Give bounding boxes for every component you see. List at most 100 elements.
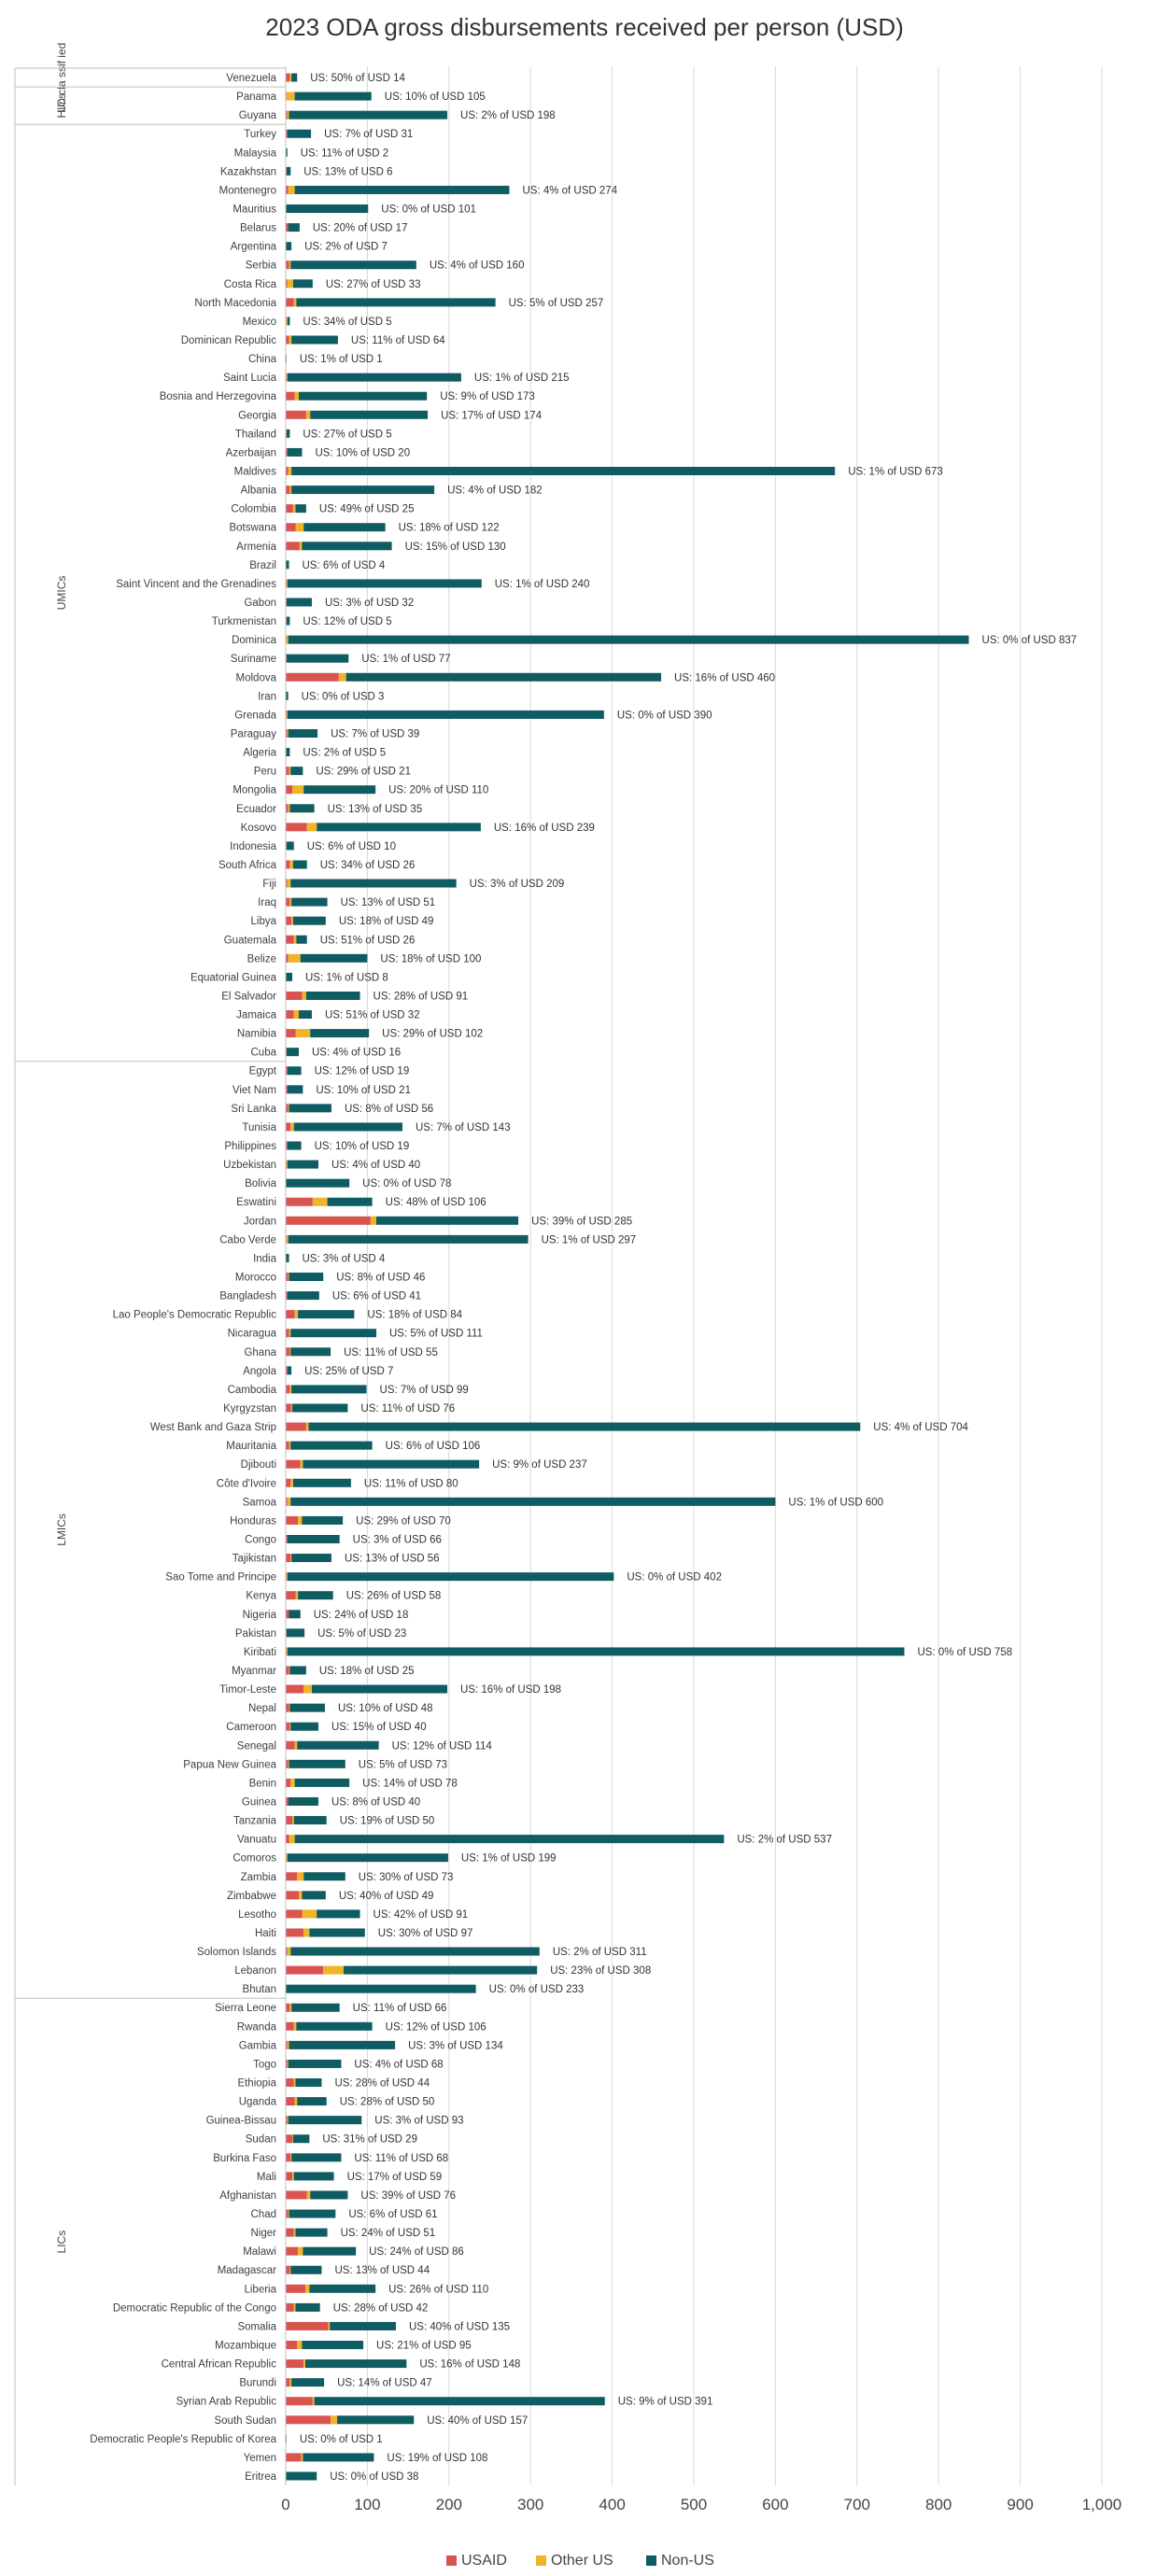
data-label: US: 23% of USD 308 xyxy=(550,1965,651,1977)
bar-segment-non-us xyxy=(305,991,360,1000)
data-label: US: 24% of USD 51 xyxy=(341,2228,436,2239)
bar-segment-other-us xyxy=(288,185,295,194)
category-label: Armenia xyxy=(236,542,276,553)
data-label: US: 48% of USD 106 xyxy=(386,1197,486,1208)
category-label: Burundi xyxy=(239,2378,276,2389)
data-label: US: 34% of USD 5 xyxy=(303,317,391,328)
bar-segment-usaid xyxy=(286,1273,289,1282)
category-label: India xyxy=(253,1253,277,1264)
bar-segment-other-us xyxy=(291,1816,294,1825)
bar-segment-other-us xyxy=(291,916,293,925)
bar-segment-non-us xyxy=(303,2246,357,2256)
bar-segment-other-us xyxy=(289,2378,292,2387)
category-label: Egypt xyxy=(249,1066,277,1077)
category-label: Bangladesh xyxy=(219,1291,276,1302)
bar-segment-usaid xyxy=(286,1141,288,1150)
category-label: Papua New Guinea xyxy=(183,1759,276,1770)
bar-segment-non-us xyxy=(303,785,376,795)
bar-segment-other-us xyxy=(293,935,297,944)
data-label: US: 16% of USD 460 xyxy=(674,672,775,683)
bar-segment-non-us xyxy=(287,1534,340,1543)
bar-segment-other-us xyxy=(291,1403,292,1413)
category-label: Colombia xyxy=(231,504,276,515)
category-label: Tunisia xyxy=(242,1122,276,1133)
bar-segment-other-us xyxy=(338,672,346,682)
bar-segment-other-us xyxy=(286,579,288,588)
bar-segment-usaid xyxy=(286,523,296,532)
bar-segment-non-us xyxy=(302,2341,364,2350)
category-label: Maldives xyxy=(234,467,277,478)
category-label: Honduras xyxy=(230,1515,276,1527)
data-label: US: 3% of USD 4 xyxy=(302,1253,385,1264)
bar-segment-non-us xyxy=(286,1253,289,1262)
category-label: Ghana xyxy=(244,1347,276,1358)
data-label: US: 6% of USD 106 xyxy=(386,1441,481,1452)
category-label: Benin xyxy=(249,1778,276,1789)
bar-segment-other-us xyxy=(294,1310,299,1319)
bar-segment-other-us xyxy=(294,1740,298,1750)
bar-segment-non-us xyxy=(291,73,298,82)
bar-segment-other-us xyxy=(289,1329,291,1338)
bar-segment-usaid xyxy=(286,879,288,888)
bar-segment-non-us xyxy=(295,2302,320,2312)
category-label: Solomon Islands xyxy=(197,1947,276,1958)
category-label: Gabon xyxy=(244,598,276,609)
bar-segment-non-us xyxy=(287,1366,292,1375)
data-label: US: 15% of USD 130 xyxy=(405,542,506,553)
data-label: US: 1% of USD 297 xyxy=(542,1234,637,1246)
bar-segment-other-us xyxy=(293,298,297,307)
bar-segment-non-us xyxy=(289,1703,325,1712)
category-label: Madagascar xyxy=(218,2265,276,2276)
bar-segment-non-us xyxy=(286,972,292,981)
bar-segment-non-us xyxy=(286,204,369,214)
category-label: Uzbekistan xyxy=(223,1160,276,1171)
category-label: Mongolia xyxy=(233,785,276,796)
category-label: Liberia xyxy=(244,2284,276,2295)
data-label: US: 11% of USD 55 xyxy=(344,1347,438,1358)
category-label: Niger xyxy=(251,2228,277,2239)
category-label: Saint Vincent and the Grenadines xyxy=(116,579,276,590)
bar-segment-other-us xyxy=(293,2228,296,2237)
data-label: US: 2% of USD 7 xyxy=(304,242,388,253)
bar-segment-non-us xyxy=(298,1591,333,1600)
bar-segment-usaid xyxy=(286,1928,304,1937)
category-label: Costa Rica xyxy=(224,279,277,290)
bar-segment-non-us xyxy=(290,1722,318,1731)
category-label: Tajikistan xyxy=(233,1554,276,1565)
bar-segment-usaid xyxy=(286,2453,302,2462)
data-label: US: 3% of USD 134 xyxy=(408,2040,503,2051)
legend-label: USAID xyxy=(461,2553,507,2569)
bar-segment-non-us xyxy=(286,148,288,157)
bar-segment-non-us xyxy=(287,579,482,588)
category-label: Gambia xyxy=(239,2040,277,2051)
bar-segment-non-us xyxy=(286,242,292,251)
data-label: US: 1% of USD 199 xyxy=(461,1853,557,1865)
bar-segment-other-us xyxy=(306,823,317,832)
data-label: US: 7% of USD 31 xyxy=(324,129,413,140)
x-tick-label: 300 xyxy=(517,2496,543,2513)
data-label: US: 4% of USD 182 xyxy=(447,486,543,497)
category-label: Lesotho xyxy=(238,1909,276,1921)
bar-segment-usaid xyxy=(286,1554,291,1563)
bar-segment-usaid xyxy=(286,391,295,401)
bar-segment-non-us xyxy=(295,2078,322,2088)
bar-segment-non-us xyxy=(293,1122,402,1132)
category-label: Democratic People's Republic of Korea xyxy=(90,2434,276,2445)
data-label: US: 1% of USD 215 xyxy=(474,373,570,384)
data-label: US: 18% of USD 84 xyxy=(367,1310,462,1321)
bar-segment-other-us xyxy=(287,2040,289,2049)
bar-segment-usaid xyxy=(286,1010,294,1020)
category-label: South Africa xyxy=(218,860,277,871)
bar-segment-other-us xyxy=(289,2003,292,2012)
data-label: US: 18% of USD 49 xyxy=(339,916,434,927)
bar-segment-usaid xyxy=(286,897,290,907)
category-label: Guinea xyxy=(242,1796,277,1808)
category-label: Ecuador xyxy=(236,804,276,815)
x-tick-label: 900 xyxy=(1007,2496,1033,2513)
data-label: US: 16% of USD 198 xyxy=(460,1684,561,1696)
bar-segment-usaid xyxy=(286,1122,291,1132)
bar-segment-other-us xyxy=(288,467,292,476)
bar-segment-non-us xyxy=(286,748,290,757)
category-label: Yemen xyxy=(244,2453,276,2464)
